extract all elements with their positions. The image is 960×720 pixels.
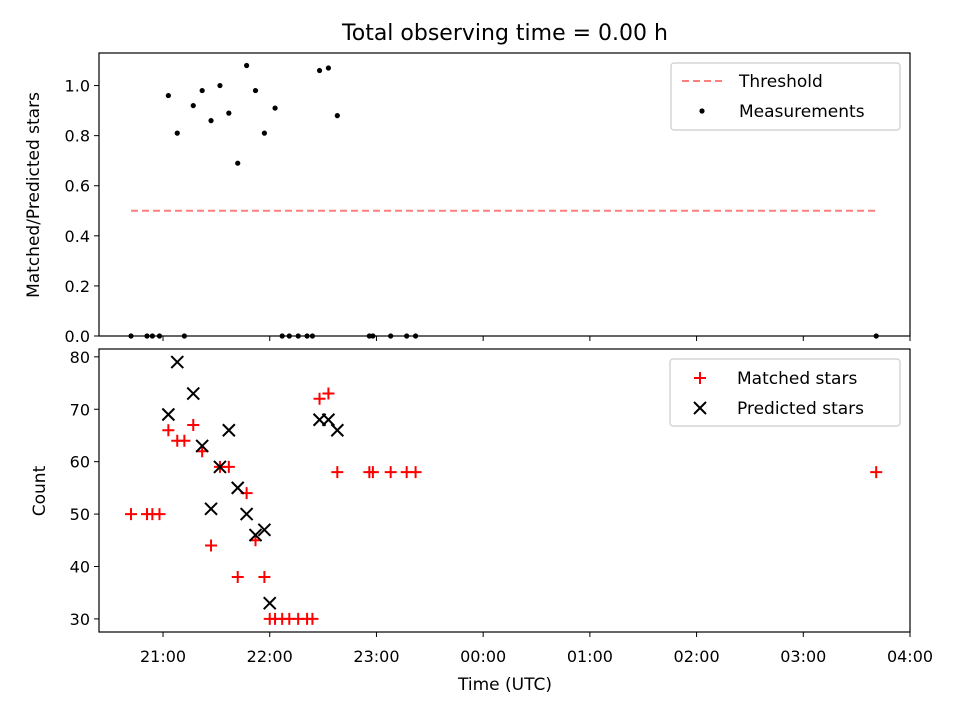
matched-stars-point [178, 434, 191, 447]
matched-stars-legend-marker [694, 372, 706, 384]
bottom-panel: 30 40 50 60 70 80 21:00 22:00 23:00 00:00 01:00 02:… [30, 348, 933, 666]
matched-stars-point [384, 466, 397, 479]
predicted-stars-point [257, 523, 272, 537]
bottom-y-axis-label: Count [30, 465, 50, 516]
bottom-y-tick-label: 80 [70, 348, 90, 367]
predicted-stars-point [213, 460, 227, 474]
matched-stars-point [258, 570, 271, 583]
matched-stars-point [125, 508, 138, 521]
x-axis-label: Time (UTC) [457, 675, 552, 695]
matched-stars-point [162, 424, 175, 437]
matched-stars-point [366, 466, 379, 479]
measurement-point [244, 62, 250, 69]
x-tick-label: 04:00 [887, 647, 933, 666]
measurement-point [261, 130, 268, 136]
predicted-stars-point [330, 423, 345, 437]
x-tick-label: 02:00 [674, 647, 720, 666]
matched-stars-point [205, 539, 218, 552]
bottom-panel-frame [98, 348, 911, 633]
matched-stars-legend-label: Matched stars [737, 369, 857, 389]
predicted-stars-point [239, 507, 254, 521]
matched-stars-point [409, 466, 422, 479]
matched-stars-point [231, 570, 244, 583]
chart-title: Total observing time = 0.00 h [341, 21, 668, 46]
measurement-point [217, 82, 223, 89]
bottom-y-tick-label: 40 [70, 557, 90, 576]
predicted-stars-point [204, 502, 218, 516]
matched-stars-point [322, 387, 335, 400]
matched-stars-point [306, 612, 319, 625]
predicted-stars-legend-label: Predicted stars [737, 399, 864, 419]
measurement-point [199, 87, 205, 94]
bottom-legend-box [669, 358, 901, 427]
matched-stars-point [153, 508, 166, 521]
matched-stars-point [187, 418, 200, 431]
x-tick-label: 01:00 [567, 647, 613, 666]
predicted-stars-point [186, 386, 200, 401]
predicted-stars-legend-marker [693, 401, 707, 415]
measurements-legend-label: Measurements [739, 102, 865, 122]
x-tick-label: 22:00 [247, 647, 293, 666]
matched-stars-point [331, 466, 344, 479]
measurement-point [325, 65, 332, 71]
top-y-tick-label: 0.8 [65, 127, 90, 146]
predicted-stars-point [321, 413, 336, 427]
top-y-tick-label: 0.4 [65, 227, 90, 246]
top-legend-box [670, 62, 901, 131]
measurement-point [316, 67, 323, 74]
x-tick-label: 21:00 [140, 647, 186, 666]
measurement-point [334, 113, 340, 119]
measurement-point [208, 118, 214, 124]
top-y-tick-label: 0.0 [65, 327, 90, 346]
predicted-stars-point [170, 355, 184, 369]
measurement-point [235, 160, 241, 166]
predicted-stars-point [231, 481, 245, 495]
measurements-legend-marker [699, 108, 705, 114]
top-panel: 0.0 0.2 0.4 0.6 0.8 1.0 Matched/Predicted sta… [24, 52, 911, 346]
x-tick-label: 23:00 [353, 647, 399, 666]
predicted-stars-point [263, 596, 277, 610]
measurement-point [165, 92, 171, 99]
measurement-point [190, 102, 196, 109]
top-y-tick-label: 1.0 [65, 77, 90, 96]
predicted-stars-point [195, 439, 209, 453]
measurement-point [226, 110, 232, 116]
matched-stars-point [222, 460, 235, 473]
predicted-stars-point [222, 423, 236, 437]
bottom-y-tick-label: 70 [70, 400, 90, 419]
x-tick-label: 00:00 [460, 647, 506, 666]
matched-stars-point [870, 466, 883, 479]
top-y-tick-label: 0.2 [65, 277, 90, 296]
top-y-tick-label: 0.6 [65, 177, 90, 196]
top-panel-frame [98, 52, 911, 337]
bottom-y-tick-label: 30 [70, 610, 90, 629]
measurement-point [252, 87, 259, 94]
x-tick-label: 03:00 [780, 647, 826, 666]
threshold-legend-label: Threshold [738, 72, 823, 92]
bottom-y-tick-label: 50 [70, 505, 90, 524]
bottom-y-tick-label: 60 [70, 453, 90, 472]
measurement-point [272, 105, 278, 111]
bottom-legend: Matched stars Predicted stars [669, 358, 901, 427]
matched-stars-point [313, 392, 326, 405]
top-legend: Threshold Measurements [670, 62, 901, 131]
measurement-point [174, 130, 180, 136]
top-y-axis-label: Matched/Predicted stars [24, 92, 44, 298]
predicted-stars-point [248, 528, 263, 542]
predicted-stars-point [161, 407, 176, 422]
